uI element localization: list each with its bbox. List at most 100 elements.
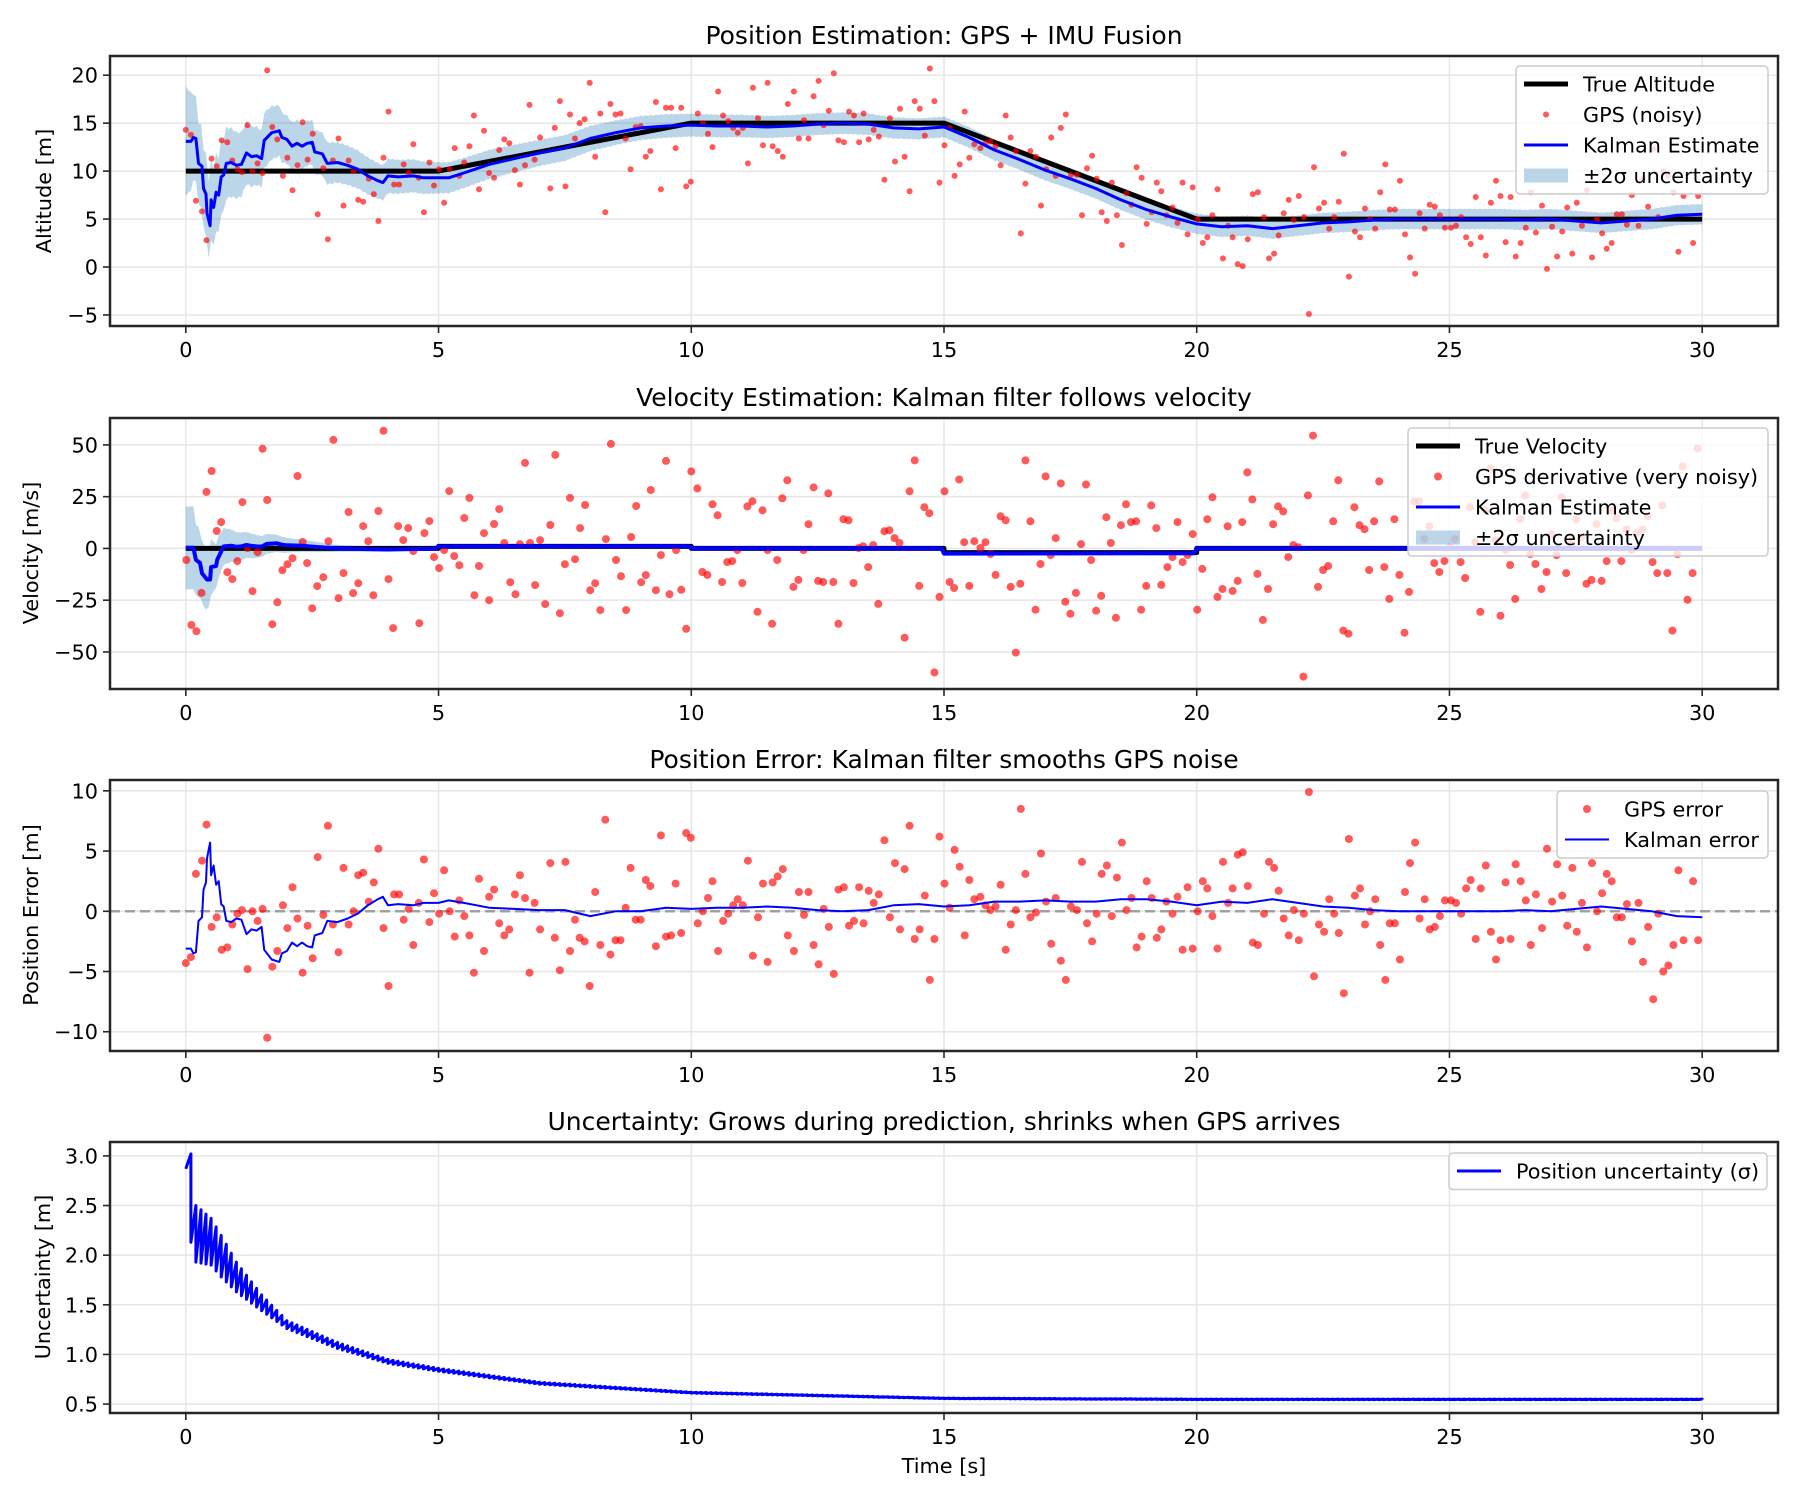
gps-derivative-point <box>940 487 949 496</box>
gps-error-point <box>773 872 782 881</box>
gps-error-point <box>450 932 459 941</box>
gps-point <box>1007 134 1014 141</box>
gps-error-point <box>550 933 559 942</box>
gps-point <box>865 136 872 143</box>
gps-point <box>725 118 732 125</box>
gps-derivative-point <box>1021 456 1030 465</box>
gps-point <box>410 141 417 148</box>
gps-point <box>1467 241 1474 247</box>
gps-point <box>1512 253 1519 260</box>
gps-error-point <box>789 947 798 955</box>
gps-error-point <box>530 898 539 907</box>
gps-error-point <box>1440 896 1449 905</box>
gps-point <box>501 136 508 143</box>
gps-point <box>997 162 1004 169</box>
gps-point <box>1234 261 1241 268</box>
gps-error-point <box>814 960 823 969</box>
gps-point <box>254 160 261 167</box>
gps-derivative-point <box>248 587 257 596</box>
gps-error-point <box>384 982 393 990</box>
gps-point-series <box>182 65 1702 317</box>
gps-derivative-point <box>1653 569 1662 578</box>
gps-point <box>911 98 918 105</box>
gps-error-point <box>646 882 655 890</box>
gps-error-point <box>460 912 469 921</box>
x-tick-label: 20 <box>1183 338 1209 362</box>
gps-error-point <box>960 931 969 940</box>
gps-point <box>1098 209 1105 216</box>
gps-point <box>269 124 276 130</box>
gps-derivative-point <box>789 582 798 591</box>
gps-point <box>815 77 822 84</box>
legend-label: True Altitude <box>1582 73 1715 97</box>
gps-error-point <box>976 892 985 901</box>
legend-label: True Velocity <box>1474 435 1607 459</box>
gps-error-point <box>874 890 883 899</box>
gps-point <box>1194 216 1201 223</box>
gps-point <box>1472 194 1479 200</box>
gps-point <box>1613 211 1620 218</box>
gps-derivative-point <box>1116 521 1125 530</box>
gps-derivative-point <box>288 554 297 563</box>
gps-error-point <box>1026 913 1035 922</box>
gps-derivative-point <box>981 538 990 547</box>
gps-point <box>749 84 756 91</box>
gps-error-point <box>258 904 267 913</box>
gps-derivative-point <box>783 476 792 485</box>
gps-error-point <box>303 921 312 930</box>
gps-derivative-point <box>1051 534 1060 543</box>
gps-error-point <box>1208 912 1217 921</box>
legend-label: ±2σ uncertainty <box>1475 526 1645 550</box>
gps-error-point <box>601 815 610 824</box>
gps-error-point <box>686 833 695 842</box>
gps-derivative-point <box>263 496 272 504</box>
gps-point <box>1123 190 1130 197</box>
gps-derivative-point <box>819 578 828 586</box>
legend-label: Kalman error <box>1624 828 1759 852</box>
position-error-panel-title: Position Error: Kalman filter smooths GP… <box>649 745 1238 774</box>
gps-point <box>642 153 649 160</box>
gps-point <box>1133 164 1140 171</box>
gps-point <box>1285 196 1292 203</box>
gps-derivative-point <box>885 526 894 535</box>
gps-point <box>355 196 362 203</box>
y-tick-label: 1.5 <box>65 1293 98 1317</box>
gps-error-point <box>1476 884 1485 893</box>
legend-label: ±2σ uncertainty <box>1583 164 1753 188</box>
gps-error-point <box>606 950 615 959</box>
gps-error-point <box>1021 869 1030 878</box>
gps-point <box>1038 202 1044 209</box>
gps-derivative-point <box>641 571 650 580</box>
gps-point <box>1179 179 1186 186</box>
gps-error-point <box>804 888 813 896</box>
gps-error-point <box>1659 967 1668 976</box>
y-tick-label: 50 <box>72 433 98 457</box>
gps-error-point <box>1689 877 1698 886</box>
gps-derivative-point <box>586 586 595 595</box>
gps-point <box>1062 111 1069 118</box>
gps-point <box>1603 245 1610 252</box>
gps-derivative-point <box>1238 518 1247 527</box>
gps-point <box>1295 193 1302 199</box>
gps-derivative-point <box>389 624 398 633</box>
y-tick-label: 15 <box>72 112 98 136</box>
gps-derivative-point <box>809 483 818 492</box>
gps-derivative-point <box>1213 592 1222 601</box>
gps-point <box>259 170 266 176</box>
gps-derivative-point <box>1056 479 1065 488</box>
gps-point <box>971 141 978 148</box>
gps-error-point <box>1406 859 1414 868</box>
gps-error-point <box>430 889 438 898</box>
gps-point <box>1244 236 1251 243</box>
gps-derivative-point <box>1324 562 1333 570</box>
gps-point <box>602 209 609 216</box>
gps-error-point <box>1607 877 1616 886</box>
gps-error-point <box>1083 919 1091 928</box>
gps-error-point <box>743 856 752 865</box>
gps-error-point <box>1486 927 1495 936</box>
gps-point <box>1402 231 1408 238</box>
gps-error-point <box>1042 897 1051 906</box>
x-tick-label: 5 <box>432 338 445 362</box>
gps-point <box>567 111 573 118</box>
y-tick-label: 10 <box>72 160 98 184</box>
